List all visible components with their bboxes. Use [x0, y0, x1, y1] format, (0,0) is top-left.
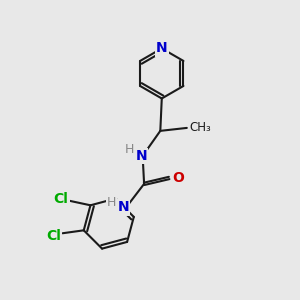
Text: Cl: Cl — [46, 229, 61, 243]
Text: CH₃: CH₃ — [189, 122, 211, 134]
Text: Cl: Cl — [54, 192, 68, 206]
Text: H: H — [125, 143, 134, 157]
Text: O: O — [172, 171, 184, 185]
Text: N: N — [156, 41, 168, 56]
Text: H: H — [107, 196, 116, 209]
Text: N: N — [118, 200, 129, 214]
Text: N: N — [135, 149, 147, 163]
